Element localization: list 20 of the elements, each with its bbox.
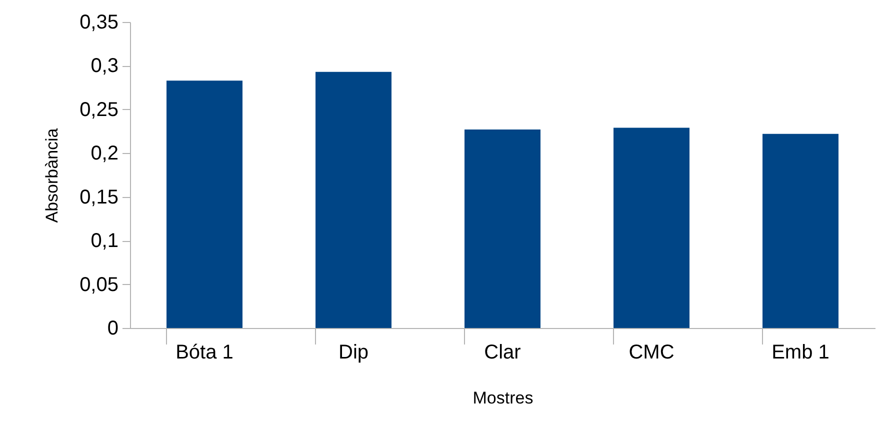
x-tick-label: Emb 1: [772, 342, 830, 364]
y-tick-label: 0,2: [90, 142, 118, 165]
x-tick-label: Bóta 1: [176, 342, 234, 364]
bar: [762, 134, 838, 328]
bar: [614, 128, 690, 328]
y-tick-label: 0,3: [90, 55, 118, 78]
bar: [464, 130, 540, 328]
y-tick-label: 0,25: [80, 98, 118, 121]
y-tick-label: 0,1: [90, 230, 118, 252]
bar: [316, 72, 392, 328]
y-tick-label: 0,35: [80, 12, 118, 34]
y-tick-label: 0: [107, 318, 118, 340]
x-axis-title: Mostres: [472, 388, 534, 408]
x-tick-label: CMC: [628, 342, 674, 364]
y-tick-label: 0,05: [80, 274, 118, 296]
x-tick-label: Clar: [484, 342, 522, 364]
bar: [166, 80, 242, 328]
y-axis-title: Absorbància: [42, 128, 62, 223]
y-tick-label: 0,15: [80, 186, 118, 208]
x-tick-label: Dip: [338, 342, 369, 364]
